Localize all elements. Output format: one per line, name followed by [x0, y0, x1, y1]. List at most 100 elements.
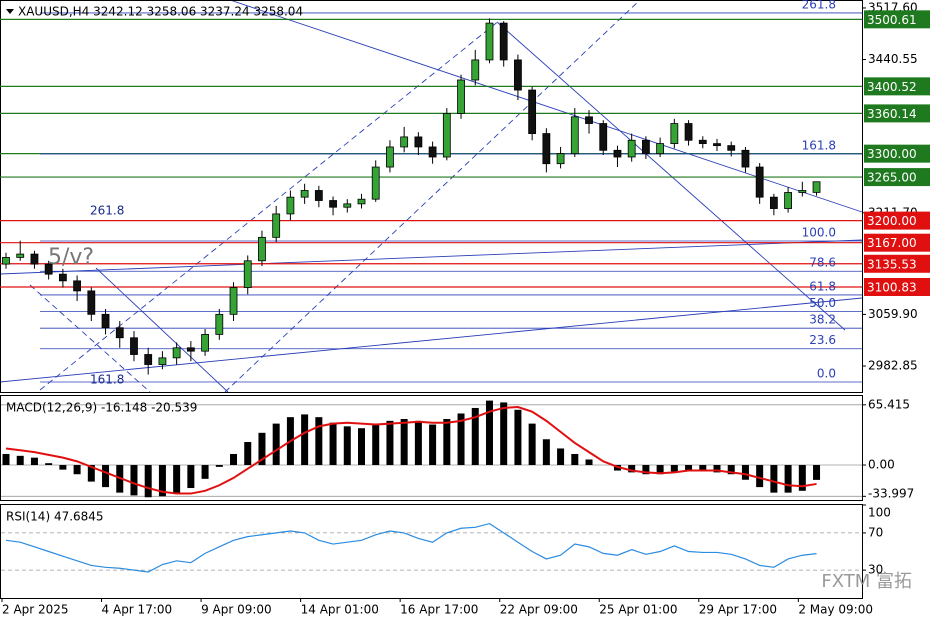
channel-line [29, 284, 151, 393]
candle-body [656, 143, 665, 155]
level-label: 3360.14 [867, 107, 917, 121]
x-tick-label: 9 Apr 09:00 [201, 603, 272, 617]
histogram-bar [642, 465, 650, 475]
candle-body [215, 313, 224, 335]
layout [0, 0, 863, 393]
candle-body [514, 59, 522, 91]
candle-body [158, 357, 167, 365]
series-line [5, 522, 817, 573]
candle-body [144, 354, 153, 365]
fib-label: 38.2 [809, 313, 836, 327]
trend-line [0, 297, 863, 383]
candle-body [329, 200, 337, 208]
candle-body [130, 337, 138, 355]
candle-body [727, 145, 736, 151]
candle-body [357, 198, 366, 205]
histogram-bar [272, 423, 280, 466]
candle-body [755, 166, 764, 198]
histogram-bar [756, 465, 764, 488]
annotation: 161.8 [90, 373, 124, 387]
histogram-bar [784, 465, 792, 493]
histogram-bar [230, 453, 238, 466]
histogram-bar [429, 424, 437, 466]
level-label: 3100.83 [867, 281, 917, 295]
candle-body [371, 166, 380, 200]
candle-body [73, 280, 81, 292]
histogram-bar [414, 420, 422, 466]
candle-body [300, 190, 309, 198]
candle-body [457, 79, 465, 114]
level-label: 3400.52 [867, 80, 917, 94]
candle-body [243, 260, 252, 288]
level-box [864, 168, 930, 187]
level-label: 3500.61 [867, 13, 917, 27]
x-tick-label: 22 Apr 09:00 [500, 603, 578, 617]
histogram-bar [386, 420, 394, 466]
y-tick-label: 3440.55 [868, 52, 918, 66]
level-box [864, 278, 930, 297]
candle-body [556, 153, 565, 165]
trend-line [0, 239, 863, 275]
histogram-bar [258, 432, 266, 466]
y-tick-label: 3059.90 [868, 307, 918, 321]
channel-line [39, 19, 501, 391]
histogram-bar [699, 465, 707, 471]
histogram-bar [244, 442, 252, 466]
channel-line [224, 0, 641, 393]
x-tick-label: 2 Apr 2025 [2, 603, 69, 617]
candle-body [30, 253, 39, 265]
candle-body [442, 113, 451, 158]
candle-body [115, 327, 124, 339]
histogram-bar [485, 400, 493, 466]
watermark: FXTM 富拓 [821, 571, 912, 592]
y-tick-label: 0.00 [868, 458, 895, 472]
histogram-bar [45, 463, 53, 466]
level-box [864, 104, 930, 123]
histogram-bar [87, 465, 95, 482]
candle-body [272, 213, 281, 238]
candle-body [684, 123, 693, 141]
fib-label: 50.0 [809, 296, 836, 310]
candle-body [798, 190, 807, 193]
candle-body [314, 190, 323, 201]
histogram-bar [813, 465, 821, 480]
candle-body [784, 192, 792, 209]
annotation: 5/v? [48, 245, 94, 270]
candle-body [286, 196, 295, 215]
y-tick-label: 70 [868, 525, 883, 539]
candle-body [2, 257, 10, 265]
y-tick-label: 2982.85 [868, 358, 918, 372]
fib-label: 0.0 [817, 367, 836, 381]
histogram-bar [585, 459, 593, 466]
level-box [864, 233, 930, 252]
trend-line [496, 21, 846, 331]
candle-body [585, 116, 593, 124]
candle-body [201, 334, 209, 352]
candle-body [812, 181, 821, 193]
candle-body [186, 347, 195, 352]
histogram-bar [343, 426, 351, 466]
histogram-bar [457, 413, 465, 466]
histogram-bar [770, 465, 778, 493]
histogram-bar [372, 424, 380, 466]
candle-body [499, 22, 508, 61]
histogram-bar [59, 465, 67, 470]
macd-frame [0, 395, 863, 501]
histogram-bar [798, 465, 806, 491]
candle-body [229, 287, 238, 315]
histogram-bar [16, 455, 24, 466]
annotation: 261.8 [90, 204, 124, 218]
histogram-bar [130, 465, 138, 496]
histogram-bar [542, 439, 550, 466]
fib-label: 261.8 [802, 0, 836, 11]
histogram-bar [741, 465, 749, 480]
histogram-bar [158, 465, 166, 497]
x-tick-label: 2 May 09:00 [798, 603, 873, 617]
candle-body [741, 149, 750, 168]
histogram-bar [201, 465, 209, 479]
x-tick-label: 29 Apr 17:00 [699, 603, 777, 617]
histogram-bar [2, 453, 10, 466]
candle-body [713, 143, 721, 147]
level-label: 3265.00 [867, 171, 917, 185]
candle-body [485, 22, 494, 61]
